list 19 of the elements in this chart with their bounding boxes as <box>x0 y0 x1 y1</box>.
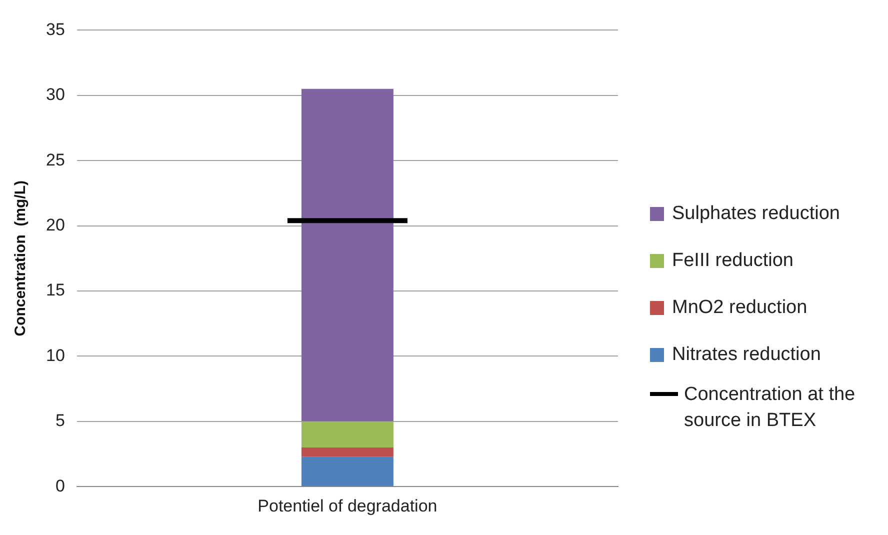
bar <box>301 456 394 486</box>
bar <box>301 88 394 422</box>
legend-label: Concentration at the source in BTEX <box>684 383 856 433</box>
y-tick-label: 35 <box>46 20 65 39</box>
y-axis-title: Concentration (mg/L) <box>12 180 30 336</box>
legend-label: Sulphates reduction <box>672 202 840 224</box>
y-tick-label: 15 <box>46 280 65 300</box>
y-tick-label: 25 <box>46 150 65 170</box>
y-tick-label: 20 <box>46 215 65 234</box>
y-tick-label: 10 <box>46 346 65 365</box>
legend-label: Nitrates reduction <box>672 344 821 366</box>
x-tick-label: Potentiel of degradation <box>258 496 438 516</box>
legend-label: MnO2 reduction <box>672 296 808 318</box>
y-tick-label: 0 <box>55 476 65 496</box>
bar <box>301 421 394 448</box>
legend-label: FeIII reduction <box>672 250 794 272</box>
y-tick-label: 5 <box>55 411 65 430</box>
bar <box>301 447 394 457</box>
y-tick-label: 30 <box>46 85 65 104</box>
